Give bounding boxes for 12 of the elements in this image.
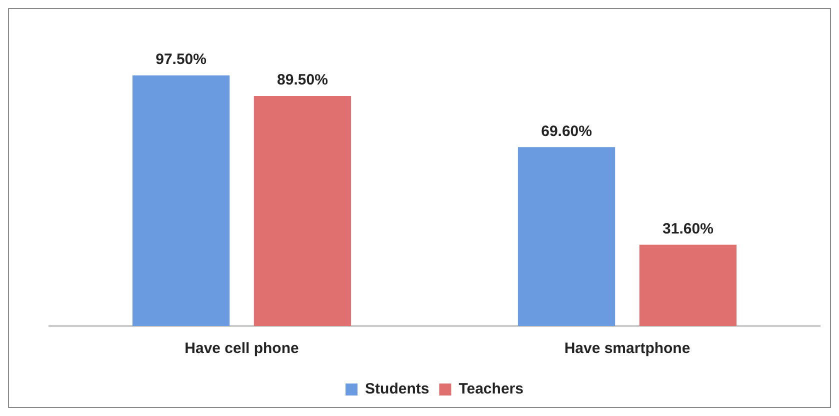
data-label: 69.60% bbox=[541, 122, 592, 140]
x-tick-label: Have smartphone bbox=[564, 340, 690, 358]
legend-label: Students bbox=[365, 380, 430, 398]
data-label: 89.50% bbox=[277, 72, 328, 89]
bar bbox=[639, 244, 737, 326]
legend-label: Teachers bbox=[458, 380, 524, 398]
bar bbox=[518, 147, 616, 326]
data-label: 31.60% bbox=[662, 220, 714, 238]
x-tick-label: Have cell phone bbox=[184, 340, 299, 358]
data-label: 97.50% bbox=[156, 51, 206, 68]
bar bbox=[132, 75, 230, 326]
bar bbox=[254, 96, 352, 326]
